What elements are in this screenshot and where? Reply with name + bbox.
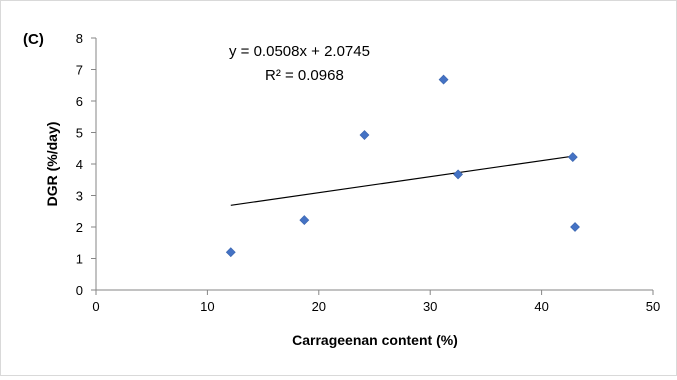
x-tick-label: 10	[200, 299, 214, 314]
data-point	[299, 215, 310, 225]
y-tick-label: 6	[76, 94, 83, 109]
axes: 0 10 20 30 40 50 0 1 2 3 4 5 6 7 8	[76, 31, 660, 314]
trendline-equation: y = 0.0508x + 2.0745	[229, 43, 370, 60]
y-tick-label: 5	[76, 126, 83, 141]
trendline	[230, 155, 573, 206]
data-point	[438, 74, 449, 85]
data-points	[225, 74, 580, 258]
x-tick-label: 20	[312, 299, 326, 314]
x-tick-label: 40	[534, 299, 548, 314]
data-point	[453, 169, 463, 180]
data-point	[570, 222, 580, 232]
panel-label: (C)	[23, 31, 44, 48]
y-axis-title: DGR (%/day)	[44, 122, 60, 207]
y-tick-label: 0	[76, 283, 83, 298]
x-tick-label: 30	[423, 299, 437, 314]
x-axis-title: Carrageenan content (%)	[292, 332, 458, 348]
trendline-group	[230, 155, 573, 206]
data-point	[225, 247, 236, 258]
y-tick-label: 1	[76, 252, 83, 267]
y-tick-label: 2	[76, 220, 83, 235]
trendline-r2: R² = 0.0968	[265, 67, 344, 84]
y-tick-label: 8	[76, 31, 83, 46]
data-point	[359, 130, 370, 140]
x-tick-label: 0	[92, 299, 99, 314]
y-tick-label: 3	[76, 189, 83, 204]
data-point	[567, 152, 578, 162]
y-tick-label: 7	[76, 63, 83, 78]
x-tick-label: 50	[646, 299, 660, 314]
y-tick-label: 4	[76, 157, 83, 172]
